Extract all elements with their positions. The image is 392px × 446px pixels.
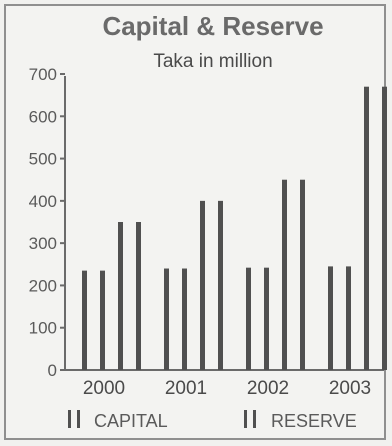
- bar-reserve-2001-1: [200, 200, 205, 370]
- category-label-2001: 2001: [165, 378, 207, 399]
- category-label-2000: 2000: [83, 378, 125, 399]
- bar-capital-2000-1: [82, 270, 87, 370]
- bar-reserve-2000-1: [118, 222, 123, 370]
- bar-reserve-2002-1: [282, 179, 287, 370]
- legend-reserve-swatch-left: [244, 410, 247, 428]
- bar-reserve-2003-2: [382, 86, 387, 370]
- bar-capital-2003-2: [346, 266, 351, 370]
- bar-capital-2001-2: [182, 268, 187, 370]
- legend-reserve-swatch-right: [253, 410, 256, 428]
- y-tick-label: 0: [48, 361, 57, 380]
- legend-reserve-label: RESERVE: [271, 411, 357, 431]
- y-tick-label: 700: [29, 65, 57, 84]
- legend-reserve: RESERVE: [244, 410, 357, 431]
- bars: [82, 86, 387, 370]
- bar-capital-2003-1: [328, 266, 333, 370]
- bar-reserve-2000-2: [136, 222, 141, 370]
- category-label-2002: 2002: [247, 378, 289, 399]
- chart-frame: [4, 4, 386, 440]
- chart-subtitle: Taka in million: [153, 51, 272, 72]
- legend: CAPITAL RESERVE: [68, 410, 357, 431]
- y-tick-label: 600: [29, 107, 57, 126]
- bar-reserve-2003-1: [364, 86, 369, 370]
- category-label-2003: 2003: [329, 378, 371, 399]
- y-tick-label: 200: [29, 276, 57, 295]
- bar-reserve-2002-2: [300, 179, 305, 370]
- bar-reserve-2001-2: [218, 200, 223, 370]
- legend-capital-label: CAPITAL: [94, 411, 168, 431]
- legend-capital: CAPITAL: [68, 410, 168, 431]
- bar-capital-2002-2: [264, 267, 269, 370]
- legend-capital-swatch-left: [68, 410, 71, 428]
- y-ticks: 0 100 200 300 400 500 600 700: [29, 65, 65, 380]
- y-tick-label: 100: [29, 319, 57, 338]
- bar-capital-2001-1: [164, 268, 169, 370]
- y-tick-label: 500: [29, 150, 57, 169]
- category-labels: 2000 2001 2002 2003: [83, 378, 371, 399]
- legend-capital-swatch-right: [77, 410, 80, 428]
- bar-capital-2002-1: [246, 267, 251, 370]
- chart-title: Capital & Reserve: [102, 11, 323, 41]
- y-tick-label: 300: [29, 234, 57, 253]
- bar-capital-2000-2: [100, 270, 105, 370]
- y-tick-label: 400: [29, 192, 57, 211]
